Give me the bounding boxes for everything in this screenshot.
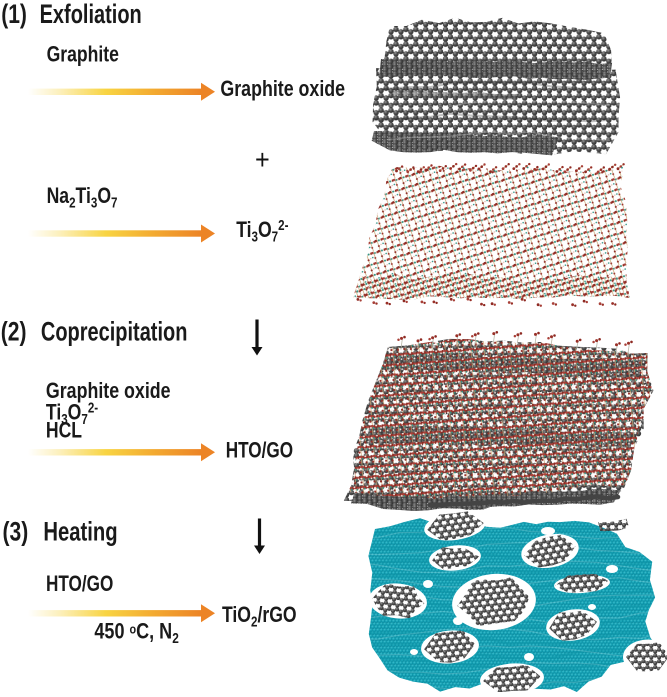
svg-text:HTO/GO: HTO/GO xyxy=(226,438,293,463)
svg-text:Graphite oxide: Graphite oxide xyxy=(46,379,171,403)
svg-text:Graphite: Graphite xyxy=(47,43,119,67)
svg-text:(1): (1) xyxy=(1,0,27,30)
svg-text:(3): (3) xyxy=(3,517,29,547)
svg-text:+: + xyxy=(255,144,270,176)
svg-text:Coprecipitation: Coprecipitation xyxy=(41,317,188,348)
svg-text:(2): (2) xyxy=(1,317,27,347)
svg-text:Ti3O72-: Ti3O72- xyxy=(46,399,98,427)
svg-text:450 oC, N2: 450 oC, N2 xyxy=(94,620,178,646)
svg-text:Graphite oxide: Graphite oxide xyxy=(220,77,345,101)
svg-text:Exfoliation: Exfoliation xyxy=(40,0,142,30)
svg-text:TiO2/rGO: TiO2/rGO xyxy=(222,603,297,630)
svg-text:Heating: Heating xyxy=(43,517,117,548)
svg-text:HCL: HCL xyxy=(46,419,82,443)
svg-text:HTO/GO: HTO/GO xyxy=(46,572,113,597)
svg-text:Na2Ti3O7: Na2Ti3O7 xyxy=(47,184,118,211)
